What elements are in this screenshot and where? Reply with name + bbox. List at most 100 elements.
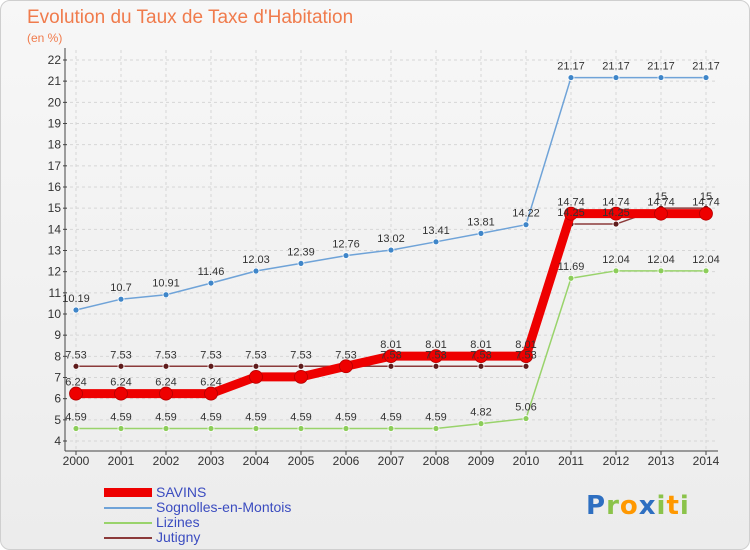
x-tick-label: 2012 bbox=[603, 454, 630, 468]
y-tick-label: 11 bbox=[49, 286, 62, 300]
data-label: 4.59 bbox=[65, 412, 86, 424]
data-point bbox=[699, 206, 713, 221]
data-label: 12.76 bbox=[332, 239, 360, 251]
legend-label: Lizines bbox=[156, 514, 200, 530]
data-point bbox=[702, 74, 710, 81]
legend-swatch bbox=[104, 507, 152, 509]
data-point bbox=[69, 386, 83, 401]
data-point bbox=[297, 260, 305, 267]
y-tick-label: 7 bbox=[54, 371, 61, 385]
data-label: 12.04 bbox=[602, 254, 630, 266]
data-point bbox=[342, 425, 350, 432]
data-point bbox=[72, 306, 80, 314]
data-point bbox=[474, 349, 488, 364]
y-tick-label: 14 bbox=[48, 222, 62, 236]
x-tick-label: 2013 bbox=[648, 454, 675, 468]
data-point bbox=[207, 362, 215, 370]
logo-letter: r bbox=[606, 491, 620, 521]
x-tick-label: 2007 bbox=[378, 454, 405, 468]
data-point bbox=[522, 221, 530, 229]
y-tick-label: 16 bbox=[48, 180, 62, 194]
legend-swatch bbox=[104, 537, 152, 539]
data-label: 21.17 bbox=[692, 61, 720, 73]
data-label: 7.53 bbox=[425, 349, 446, 361]
data-label: 7.53 bbox=[155, 349, 176, 361]
data-label: 4.59 bbox=[290, 412, 311, 424]
data-label: 13.41 bbox=[422, 225, 450, 237]
data-point bbox=[567, 274, 575, 282]
data-label: 6.24 bbox=[110, 377, 131, 389]
chart-title: Evolution du Taux de Taxe d'Habitation bbox=[27, 7, 354, 28]
data-point bbox=[252, 425, 260, 432]
x-tick-label: 2008 bbox=[423, 454, 450, 468]
data-point bbox=[429, 349, 443, 364]
data-point bbox=[609, 206, 623, 221]
x-tick-label: 2002 bbox=[153, 454, 180, 468]
x-tick-label: 2009 bbox=[468, 454, 495, 468]
y-tick-label: 10 bbox=[48, 307, 62, 321]
data-point bbox=[657, 74, 665, 81]
data-point bbox=[477, 362, 485, 370]
data-label: 7.53 bbox=[335, 349, 356, 361]
data-point bbox=[477, 420, 485, 428]
y-tick-label: 9 bbox=[54, 328, 61, 342]
data-label: 4.59 bbox=[380, 412, 401, 424]
data-point bbox=[387, 246, 395, 254]
data-point bbox=[564, 206, 578, 221]
data-label: 21.17 bbox=[557, 61, 585, 73]
data-label: 14.74 bbox=[602, 197, 630, 209]
data-label: 6.24 bbox=[200, 377, 221, 389]
y-tick-label: 6 bbox=[54, 392, 61, 406]
data-point bbox=[162, 291, 170, 299]
data-point bbox=[702, 267, 710, 275]
x-tick-label: 2005 bbox=[288, 454, 315, 468]
x-tick-label: 2004 bbox=[243, 454, 270, 468]
data-label: 7.53 bbox=[65, 349, 86, 361]
data-label: 8.01 bbox=[380, 339, 401, 351]
legend-swatch bbox=[104, 488, 152, 497]
data-label: 21.17 bbox=[647, 61, 675, 73]
y-tick-label: 19 bbox=[48, 117, 62, 131]
logo-letter: t bbox=[666, 491, 680, 521]
data-point bbox=[384, 349, 398, 364]
data-point bbox=[207, 425, 215, 432]
data-point bbox=[162, 362, 170, 370]
data-point bbox=[72, 362, 80, 370]
data-point bbox=[117, 295, 125, 303]
data-label: 6.24 bbox=[155, 377, 176, 389]
data-label: 12.04 bbox=[647, 254, 675, 266]
data-label: 5.06 bbox=[515, 402, 536, 414]
y-tick-label: 21 bbox=[48, 74, 62, 88]
data-label: 4.59 bbox=[245, 412, 266, 424]
data-point bbox=[204, 386, 218, 401]
data-point bbox=[567, 74, 575, 81]
data-point bbox=[432, 238, 440, 246]
legend-swatch bbox=[104, 522, 152, 524]
data-label: 13.81 bbox=[467, 216, 495, 228]
data-point bbox=[522, 362, 530, 370]
logo-letter: i bbox=[656, 491, 667, 521]
data-point bbox=[114, 386, 128, 401]
data-label: 7.53 bbox=[380, 349, 401, 361]
data-label: 8.01 bbox=[515, 339, 536, 351]
data-point bbox=[657, 267, 665, 275]
x-tick-label: 2010 bbox=[513, 454, 540, 468]
data-label: 7.53 bbox=[245, 349, 266, 361]
data-label: 6.24 bbox=[65, 377, 86, 389]
data-label: 7.53 bbox=[110, 349, 131, 361]
x-tick-label: 2014 bbox=[693, 454, 720, 468]
data-point bbox=[654, 206, 668, 221]
logo-letter: o bbox=[619, 491, 639, 521]
x-tick-label: 2001 bbox=[108, 454, 135, 468]
x-tick-label: 2000 bbox=[63, 454, 90, 468]
data-label: 7.53 bbox=[290, 349, 311, 361]
data-point bbox=[477, 229, 485, 237]
data-point bbox=[252, 267, 260, 275]
proxiti-logo: Proxiti bbox=[586, 491, 690, 521]
data-label: 14.25 bbox=[557, 207, 585, 219]
x-tick-label: 2006 bbox=[333, 454, 360, 468]
chart-subtitle: (en %) bbox=[27, 31, 63, 45]
data-label: 14.74 bbox=[692, 197, 720, 209]
data-point bbox=[387, 362, 395, 370]
